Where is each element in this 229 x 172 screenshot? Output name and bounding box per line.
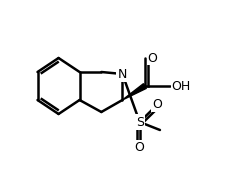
Text: OH: OH — [172, 79, 191, 93]
Text: O: O — [147, 51, 157, 64]
Text: S: S — [136, 116, 144, 128]
Text: N: N — [118, 67, 127, 80]
Polygon shape — [122, 84, 146, 100]
Text: O: O — [153, 98, 162, 111]
Text: O: O — [135, 141, 144, 154]
